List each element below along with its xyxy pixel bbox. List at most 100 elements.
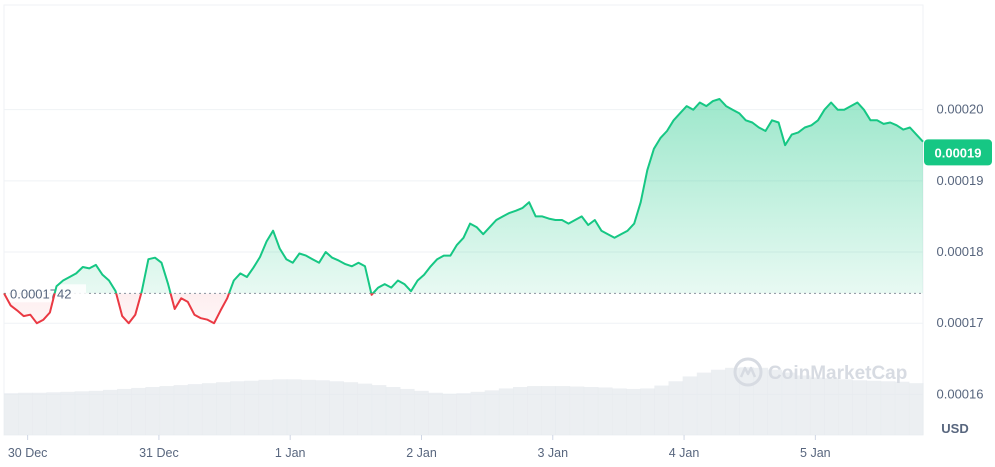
price-point xyxy=(200,318,201,319)
volume-bar xyxy=(230,381,245,435)
volume-bar xyxy=(46,392,62,435)
volume-bar xyxy=(286,379,302,435)
price-point xyxy=(791,134,792,135)
price-point xyxy=(378,287,379,288)
price-point xyxy=(56,286,57,287)
price-point xyxy=(286,259,287,260)
price-point xyxy=(771,120,772,121)
volume-bar xyxy=(696,372,712,435)
price-point xyxy=(857,102,858,103)
volume-bar xyxy=(640,388,655,435)
price-point xyxy=(509,212,510,213)
volume-bar xyxy=(216,382,231,435)
x-axis-ticks: 30 Dec 31 Dec 1 Jan 2 Jan 3 Jan 4 Jan 5 Jan xyxy=(8,435,831,460)
price-point xyxy=(240,273,241,274)
volume-bar xyxy=(145,387,161,435)
price-point xyxy=(529,202,530,203)
volume-bar xyxy=(442,393,458,435)
price-point xyxy=(141,291,142,292)
price-point xyxy=(890,122,891,123)
price-point xyxy=(647,170,648,171)
price-point xyxy=(831,102,832,103)
price-point xyxy=(719,98,720,99)
volume-bar xyxy=(809,377,825,435)
price-point xyxy=(450,255,451,256)
volume-bar xyxy=(527,386,542,435)
volume-bar xyxy=(894,381,910,435)
y-tick-label: 0.00017 xyxy=(937,315,984,330)
volume-bar xyxy=(866,380,882,435)
price-point xyxy=(811,125,812,126)
volume-bar xyxy=(767,369,783,435)
baseline-label-text: 0.0001742 xyxy=(10,286,71,301)
y-tick-label: 0.00020 xyxy=(937,102,984,117)
price-point xyxy=(102,274,103,275)
volume-bar xyxy=(329,381,344,435)
x-tick-label: 30 Dec xyxy=(8,446,48,460)
price-point xyxy=(837,109,838,110)
price-point xyxy=(95,264,96,265)
price-point xyxy=(325,251,326,252)
price-point xyxy=(745,120,746,121)
price-point xyxy=(115,291,116,292)
price-point xyxy=(76,273,77,274)
volume-bar xyxy=(272,379,288,435)
price-point xyxy=(17,310,18,311)
price-point xyxy=(181,298,182,299)
price-point xyxy=(686,105,687,106)
price-point xyxy=(785,145,786,146)
price-point xyxy=(680,113,681,114)
price-point xyxy=(122,316,123,317)
price-point xyxy=(36,323,37,324)
price-point xyxy=(10,305,11,306)
currency-label: USD xyxy=(941,421,968,436)
price-point xyxy=(555,219,556,220)
price-point xyxy=(496,219,497,220)
price-point xyxy=(318,262,319,263)
price-point xyxy=(128,323,129,324)
watermark: CoinMarketCap xyxy=(733,357,907,387)
price-point xyxy=(463,237,464,238)
current-price-badge-text: 0.00019 xyxy=(935,145,982,160)
price-point xyxy=(30,314,31,315)
y-tick-label: 0.00016 xyxy=(937,386,984,401)
volume-bar xyxy=(159,386,175,435)
volume-bar xyxy=(668,381,684,435)
price-point xyxy=(253,267,254,268)
price-point xyxy=(824,109,825,110)
volume-bar xyxy=(470,391,486,435)
price-point xyxy=(693,109,694,110)
volume-bar xyxy=(682,376,698,435)
price-point xyxy=(850,105,851,106)
volume-bar xyxy=(781,372,797,435)
volume-bar xyxy=(60,391,76,435)
price-point xyxy=(49,312,50,313)
price-point xyxy=(108,280,109,281)
price-point xyxy=(174,308,175,309)
price-point xyxy=(312,259,313,260)
price-point xyxy=(299,253,300,254)
price-point xyxy=(213,323,214,324)
volume-bar xyxy=(428,392,443,435)
price-point xyxy=(778,122,779,123)
volume-bar xyxy=(244,380,260,435)
volume-bar xyxy=(583,387,599,435)
volume-bar xyxy=(824,378,839,435)
price-line xyxy=(3,98,924,325)
price-point xyxy=(601,230,602,231)
price-point xyxy=(515,210,516,211)
price-point xyxy=(922,141,923,142)
volume-bar xyxy=(725,367,740,435)
volume-bar xyxy=(611,388,627,435)
price-point xyxy=(483,234,484,235)
price-point xyxy=(588,224,589,225)
price-area xyxy=(4,99,923,324)
price-point xyxy=(863,109,864,110)
price-point xyxy=(345,264,346,265)
price-point xyxy=(437,259,438,260)
volume-bar xyxy=(74,391,90,435)
volume-bar xyxy=(357,383,373,435)
price-point xyxy=(725,105,726,106)
